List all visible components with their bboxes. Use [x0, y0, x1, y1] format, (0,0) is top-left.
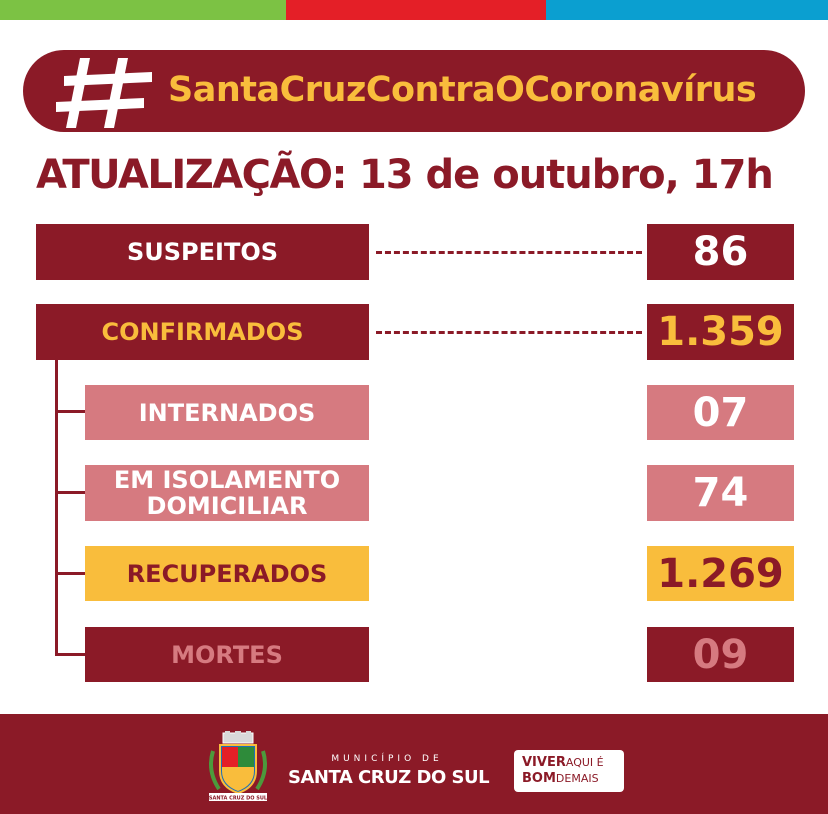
confirmados-connector — [376, 331, 642, 334]
internados-value-box: 07 — [647, 385, 794, 440]
slogan-line1-bold: VIVER — [522, 755, 566, 770]
suspeitos-value-box: 86 — [647, 224, 794, 280]
tree-vertical-line — [55, 358, 58, 655]
slogan-line2: BOMDEMAIS — [522, 771, 599, 786]
slogan-line2-bold: BOM — [522, 771, 556, 786]
hashtag-banner — [23, 50, 805, 132]
municipio-name: SANTA CRUZ DO SUL — [288, 767, 490, 788]
update-heading: ATUALIZAÇÃO: 13 de outubro, 17h — [36, 152, 774, 198]
tree-branch — [55, 653, 85, 656]
hash-icon — [56, 58, 152, 128]
suspeitos-label: SUSPEITOS — [126, 238, 279, 266]
municipio-label: MUNICÍPIO DE — [331, 754, 443, 764]
recuperados-label-box: RECUPERADOS — [85, 546, 369, 601]
update-date: 13 de outubro, 17h — [358, 152, 774, 198]
top-color-stripe — [0, 0, 828, 20]
tree-branch — [55, 572, 85, 575]
hashtag-title: SantaCruzContraOCoronavírus — [168, 70, 757, 110]
isolamento-label-box: EM ISOLAMENTO DOMICILIAR — [85, 465, 369, 521]
slogan-line1: VIVERAQUI É — [522, 755, 604, 770]
tree-branch — [55, 410, 85, 413]
mortes-value: 09 — [692, 631, 749, 678]
confirmados-value-box: 1.359 — [647, 304, 794, 360]
internados-value: 07 — [692, 389, 749, 436]
update-label: ATUALIZAÇÃO: — [36, 152, 348, 198]
isolamento-value-box: 74 — [647, 465, 794, 521]
suspeitos-value: 86 — [692, 229, 749, 275]
crest-caption: SANTA CRUZ DO SUL — [209, 796, 268, 802]
slogan-badge: VIVERAQUI É BOMDEMAIS — [514, 750, 624, 792]
slogan-line2-thin: DEMAIS — [555, 772, 599, 785]
confirmados-label-box: CONFIRMADOS — [36, 304, 369, 360]
stripe-red — [286, 0, 546, 20]
mortes-label-box: MORTES — [85, 627, 369, 682]
isolamento-label-line1: EM ISOLAMENTO — [113, 466, 341, 494]
mortes-value-box: 09 — [647, 627, 794, 682]
slogan-line1-thin: AQUI É — [565, 756, 604, 769]
internados-label-box: INTERNADOS — [85, 385, 369, 440]
suspeitos-connector — [376, 251, 642, 254]
confirmados-label: CONFIRMADOS — [101, 318, 304, 346]
internados-label: INTERNADOS — [138, 398, 316, 427]
recuperados-value: 1.269 — [657, 550, 784, 597]
coat-of-arms-icon: SANTA CRUZ DO SUL — [209, 731, 268, 802]
mortes-label: MORTES — [171, 640, 283, 669]
tree-branch — [55, 491, 85, 494]
confirmados-value: 1.359 — [657, 309, 784, 355]
recuperados-value-box: 1.269 — [647, 546, 794, 601]
stripe-blue — [546, 0, 828, 20]
footer-bar — [0, 714, 828, 814]
stripe-green — [0, 0, 286, 20]
isolamento-value: 74 — [692, 470, 749, 516]
suspeitos-label-box: SUSPEITOS — [36, 224, 369, 280]
isolamento-label-line2: DOMICILIAR — [146, 492, 308, 520]
recuperados-label: RECUPERADOS — [126, 559, 328, 588]
